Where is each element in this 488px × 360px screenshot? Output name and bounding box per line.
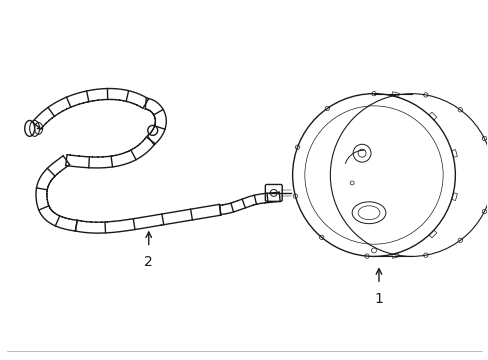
Text: 2: 2: [144, 255, 153, 269]
Text: 1: 1: [374, 292, 383, 306]
